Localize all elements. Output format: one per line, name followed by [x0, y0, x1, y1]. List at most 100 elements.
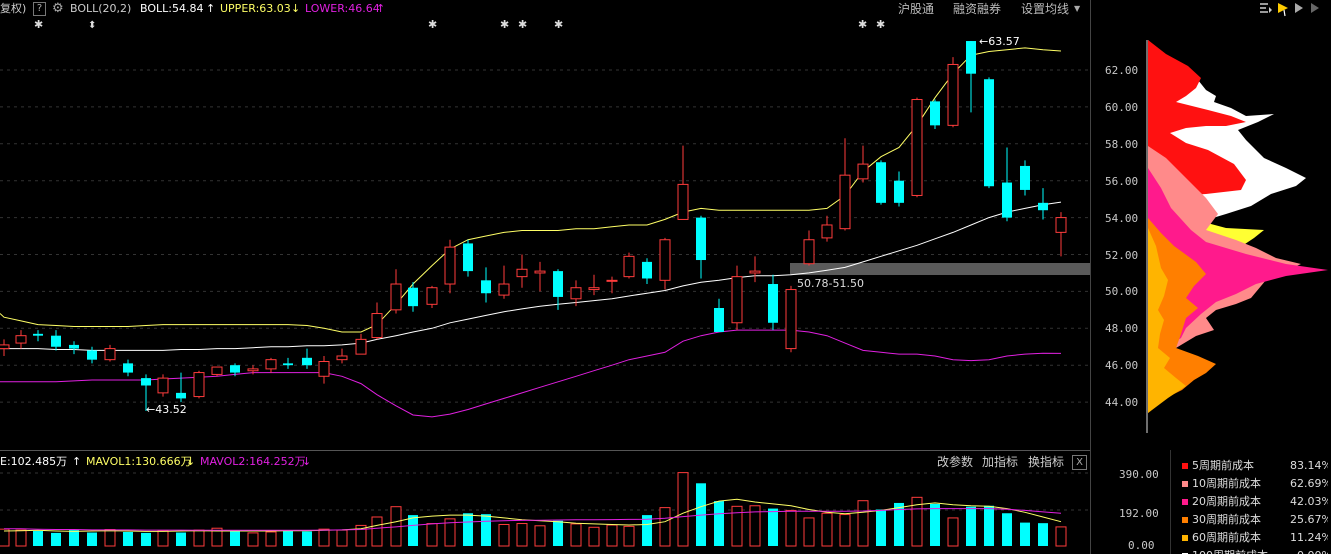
volume-bar[interactable] [570, 523, 582, 547]
volume-bar[interactable] [498, 523, 510, 547]
candle-down[interactable] [123, 359, 133, 377]
candle-up[interactable] [371, 302, 383, 340]
candle-up[interactable] [534, 261, 546, 292]
candle-up[interactable] [731, 265, 743, 331]
adjust-mode-label[interactable]: 复权) [0, 2, 27, 15]
volume-bar[interactable] [426, 523, 438, 547]
help-icon[interactable]: ? [33, 2, 46, 16]
close-icon[interactable]: X [1072, 455, 1087, 470]
volume-bar[interactable] [69, 530, 79, 546]
volume-bar[interactable] [659, 507, 671, 547]
price-chart[interactable]: ✱ ✱ ✱ ✱ ✱ ✱ ✱ ⬍ ←63.57 ←43.52 50.78-51.50 [0, 18, 1090, 452]
volume-bar[interactable] [463, 513, 473, 546]
candle-up[interactable] [623, 252, 635, 279]
candle-down[interactable] [176, 372, 186, 403]
volume-bar[interactable] [714, 501, 724, 546]
candle-down[interactable] [1002, 147, 1012, 222]
volume-bar[interactable] [749, 505, 761, 547]
volume-bar[interactable] [193, 529, 205, 547]
candle-up[interactable] [516, 254, 528, 288]
volume-bar[interactable] [230, 531, 240, 546]
arrow-tool-icon[interactable] [1278, 3, 1288, 17]
candle-up[interactable] [15, 330, 27, 349]
candle-up[interactable] [444, 239, 456, 294]
candle-up[interactable] [157, 374, 169, 397]
candle-down[interactable] [481, 267, 491, 303]
volume-chart[interactable] [0, 460, 1090, 554]
bar-list-icon[interactable] [1260, 3, 1272, 13]
candle-up[interactable] [498, 265, 510, 299]
volume-bar[interactable] [785, 509, 797, 547]
candle-up[interactable] [0, 339, 10, 356]
volume-bar[interactable] [947, 517, 959, 547]
candle-down[interactable] [283, 357, 293, 369]
candle-down[interactable] [984, 77, 994, 189]
volume-bar[interactable] [51, 532, 61, 546]
volume-bar[interactable] [857, 500, 869, 547]
add-indicator-button[interactable]: 加指标 [982, 455, 1019, 469]
volume-bar[interactable] [534, 525, 546, 547]
candle-down[interactable] [966, 41, 976, 113]
volume-bar[interactable] [211, 527, 223, 547]
volume-bar[interactable] [87, 532, 97, 546]
volume-bar[interactable] [768, 508, 778, 546]
volume-bar[interactable] [966, 506, 976, 546]
candle-up[interactable] [390, 269, 402, 314]
volume-bar[interactable] [444, 518, 456, 547]
candle-down[interactable] [1038, 188, 1048, 220]
volume-bar[interactable] [930, 503, 940, 546]
play-icon[interactable] [1295, 3, 1303, 13]
volume-bar[interactable] [302, 531, 312, 546]
volume-bar[interactable] [623, 525, 635, 547]
volume-bar[interactable] [176, 532, 186, 546]
volume-bar[interactable] [123, 531, 133, 546]
volume-bar[interactable] [984, 505, 994, 546]
candle-up[interactable] [104, 344, 116, 362]
menu-hk-connect[interactable]: 沪股通 [898, 2, 935, 16]
volume-bar[interactable] [731, 505, 743, 547]
volume-bar[interactable] [33, 531, 43, 546]
volume-bar[interactable] [481, 514, 491, 546]
candle-down[interactable] [230, 363, 240, 377]
volume-bar[interactable] [408, 515, 418, 546]
candle-up[interactable] [211, 366, 223, 377]
candle-down[interactable] [768, 274, 778, 331]
menu-set-ma[interactable]: 设置均线 [1021, 2, 1070, 16]
volume-bar[interactable] [876, 509, 886, 547]
volume-bar[interactable] [894, 502, 904, 546]
candle-up[interactable] [839, 138, 851, 231]
candle-down[interactable] [141, 374, 151, 411]
volume-bar[interactable] [283, 531, 293, 546]
candle-down[interactable] [714, 298, 724, 332]
candle-up[interactable] [911, 97, 923, 198]
candle-down[interactable] [302, 348, 312, 369]
candle-up[interactable] [659, 237, 671, 290]
candle-up[interactable] [588, 274, 600, 296]
volume-bar[interactable] [104, 529, 116, 547]
candle-up[interactable] [426, 285, 438, 309]
menu-margin-trading[interactable]: 融资融券 [953, 2, 1002, 16]
candle-up[interactable] [857, 145, 869, 183]
settings-gear-icon[interactable]: ⚙ [52, 1, 64, 16]
candle-down[interactable] [33, 330, 43, 342]
candle-up[interactable] [821, 215, 833, 242]
volume-bar[interactable] [803, 517, 815, 547]
candle-up[interactable] [749, 256, 761, 283]
volume-bar[interactable] [1055, 526, 1067, 547]
candle-down[interactable] [408, 282, 418, 312]
volume-bar[interactable] [642, 515, 652, 546]
candle-up[interactable] [785, 285, 797, 353]
candle-up[interactable] [193, 370, 205, 399]
indicator-name[interactable]: BOLL(20,2) [70, 2, 132, 15]
candle-up[interactable] [606, 276, 618, 294]
volume-bar[interactable] [336, 529, 348, 547]
candle-down[interactable] [463, 239, 473, 277]
candle-down[interactable] [69, 341, 79, 355]
volume-bar[interactable] [516, 523, 528, 547]
volume-bar[interactable] [0, 528, 10, 547]
chevron-down-icon[interactable]: ▼ [1074, 4, 1081, 13]
candle-down[interactable] [696, 215, 706, 279]
volume-bar[interactable] [355, 524, 367, 547]
volume-bar[interactable] [606, 524, 618, 547]
volume-bar[interactable] [371, 516, 383, 547]
